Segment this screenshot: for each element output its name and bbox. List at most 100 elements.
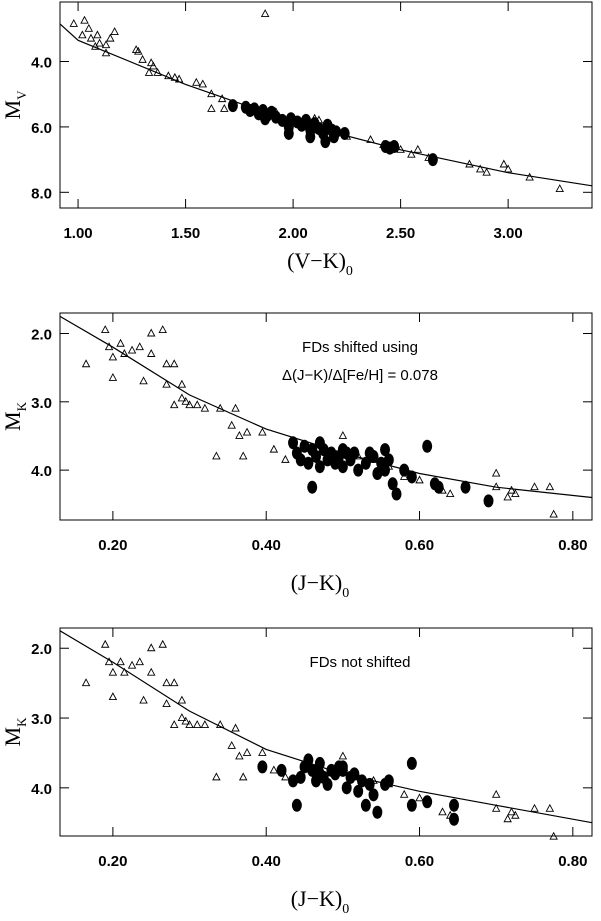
y-tick-label: 4.0 bbox=[31, 55, 52, 72]
triangle-point bbox=[177, 379, 187, 388]
triangle-point bbox=[86, 33, 96, 42]
x-tick-label: 2.00 bbox=[278, 225, 307, 242]
triangle-point bbox=[530, 482, 539, 491]
dot-point bbox=[314, 436, 325, 450]
dot-point bbox=[422, 795, 433, 809]
triangle-point bbox=[207, 103, 216, 112]
triangle-point bbox=[162, 359, 171, 368]
y-axis-label: MV bbox=[0, 90, 29, 120]
dot-point bbox=[260, 112, 271, 126]
y-tick-label: 2.0 bbox=[31, 641, 52, 658]
triangle-point bbox=[217, 94, 227, 103]
dot-point bbox=[422, 439, 433, 453]
dot-point bbox=[389, 140, 400, 154]
dot-point bbox=[406, 756, 417, 770]
y-tick-label: 8.0 bbox=[31, 185, 52, 202]
triangle-point bbox=[108, 667, 118, 676]
dot-point bbox=[483, 494, 494, 508]
dot-point bbox=[322, 777, 333, 791]
dot-point bbox=[353, 463, 364, 477]
triangle-point bbox=[139, 695, 148, 704]
triangle-point bbox=[366, 135, 375, 143]
triangle-point bbox=[170, 72, 180, 81]
triangle-point bbox=[181, 716, 190, 725]
triangle-point bbox=[100, 325, 110, 334]
triangle-point bbox=[158, 639, 167, 648]
dot-point bbox=[372, 467, 383, 481]
triangle-point bbox=[177, 713, 187, 721]
triangle-point bbox=[174, 74, 184, 83]
triangle-point bbox=[396, 144, 405, 153]
triangle-point bbox=[93, 30, 102, 39]
triangle-point bbox=[475, 164, 485, 173]
dot-point bbox=[311, 449, 322, 463]
y-axis-label: MK bbox=[0, 717, 29, 747]
triangle-point bbox=[503, 814, 512, 823]
triangle-point bbox=[192, 77, 201, 86]
dot-point bbox=[276, 763, 287, 777]
y-tick-label: 3.0 bbox=[31, 711, 52, 728]
triangle-point bbox=[169, 400, 179, 409]
triangle-point bbox=[108, 692, 118, 701]
triangle-point bbox=[338, 751, 348, 760]
triangle-point bbox=[146, 667, 156, 676]
triangle-point bbox=[138, 54, 147, 63]
triangle-point bbox=[169, 359, 179, 368]
triangle-point bbox=[81, 359, 91, 368]
triangle-point bbox=[482, 167, 491, 176]
triangle-point bbox=[227, 741, 236, 749]
annotation: FDs not shifted bbox=[310, 654, 411, 671]
x-tick-label: 3.00 bbox=[494, 225, 523, 242]
x-tick-label: 2.50 bbox=[386, 225, 415, 242]
dot-point bbox=[339, 126, 350, 140]
dot-point bbox=[406, 470, 417, 484]
dot-point bbox=[307, 763, 318, 777]
x-axis-label: (V−K)0 bbox=[287, 248, 353, 279]
x-axis-label: (J−K)0 bbox=[291, 886, 350, 917]
triangle-point bbox=[415, 793, 424, 802]
triangle-point bbox=[491, 789, 501, 798]
triangle-point bbox=[238, 451, 248, 460]
dot-point bbox=[427, 153, 438, 167]
dot-point bbox=[303, 753, 314, 767]
dot-point bbox=[449, 812, 460, 826]
triangle-point bbox=[503, 492, 512, 501]
dot-point bbox=[337, 460, 348, 474]
triangle-point bbox=[491, 468, 501, 477]
triangle-point bbox=[507, 485, 516, 494]
triangle-point bbox=[144, 68, 154, 76]
x-tick-label: 0.60 bbox=[405, 537, 434, 554]
x-tick-label: 0.80 bbox=[558, 853, 587, 870]
triangle-point bbox=[134, 46, 143, 55]
triangle-point bbox=[95, 38, 104, 47]
triangle-point bbox=[91, 41, 100, 50]
dot-point bbox=[360, 456, 371, 470]
plot-frame bbox=[59, 1, 593, 209]
dot-point bbox=[360, 798, 371, 812]
dot-point bbox=[460, 480, 471, 494]
triangle-point bbox=[192, 400, 202, 409]
triangle-point bbox=[192, 720, 202, 728]
triangle-point bbox=[135, 657, 144, 666]
triangle-point bbox=[106, 33, 115, 42]
dot-point bbox=[380, 463, 391, 477]
plot-frame bbox=[59, 312, 593, 521]
triangle-point bbox=[215, 720, 225, 728]
dot-point bbox=[383, 774, 394, 788]
triangle-point bbox=[413, 144, 423, 153]
dot-point bbox=[307, 480, 318, 494]
annotation: Δ(J−K)/Δ[Fe/H] = 0.078 bbox=[282, 367, 438, 384]
triangle-point bbox=[153, 68, 162, 76]
triangle-point bbox=[445, 489, 455, 497]
triangle-point bbox=[465, 159, 474, 168]
y-axis-label-main: M bbox=[0, 727, 25, 747]
triangle-point bbox=[491, 803, 501, 812]
triangle-point bbox=[258, 427, 267, 436]
triangle-point bbox=[242, 427, 252, 436]
triangle-point bbox=[220, 103, 229, 112]
x-axis-label-sub: 0 bbox=[346, 264, 353, 279]
triangle-point bbox=[162, 678, 171, 687]
triangle-point bbox=[104, 657, 114, 666]
triangle-point bbox=[207, 89, 216, 98]
triangle-point bbox=[338, 431, 348, 439]
